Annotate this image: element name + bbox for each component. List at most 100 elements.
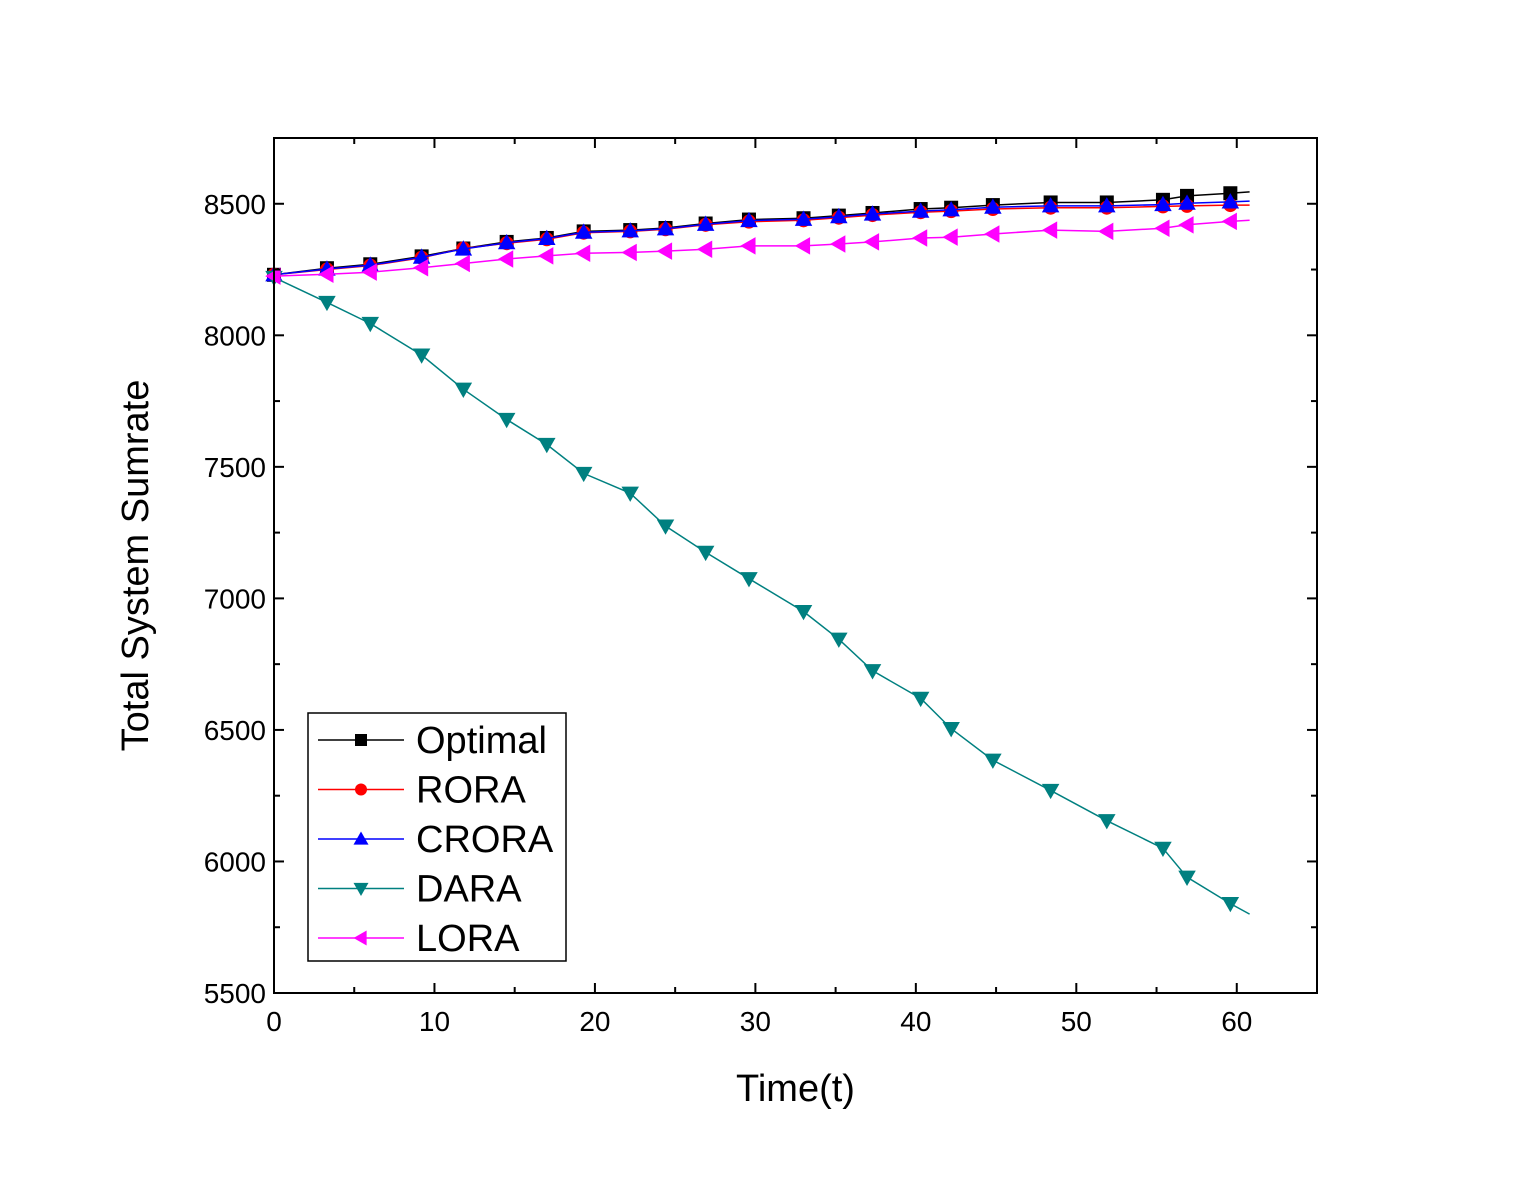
data-point-lora	[911, 229, 928, 247]
data-point-crora	[497, 233, 516, 250]
data-point-lora	[454, 254, 470, 273]
data-point-crora	[1221, 193, 1240, 209]
data-point-crora	[454, 240, 473, 256]
y-tick-label: 6500	[204, 715, 266, 746]
y-axis-title: Total System Sumrate	[115, 380, 157, 752]
y-tick-label: 8000	[204, 320, 266, 351]
legend-label-rora: RORA	[416, 770, 526, 812]
data-point-dara	[863, 664, 882, 680]
x-axis-ticks: 0 10 20 30 40 50 60	[266, 138, 1252, 1037]
data-point-dara	[454, 382, 473, 398]
data-point-crora	[794, 210, 813, 226]
x-tick-label: 10	[419, 1006, 450, 1037]
x-tick-label: 20	[579, 1006, 610, 1037]
data-point-dara	[1154, 841, 1172, 858]
y-tick-label: 6000	[204, 846, 266, 877]
legend-item-lora: LORA	[318, 918, 520, 960]
x-tick-label: 40	[900, 1006, 931, 1037]
data-point-dara	[497, 412, 516, 429]
series-line-crora	[273, 200, 1250, 276]
data-point-crora	[574, 223, 593, 239]
legend-marker-lora	[353, 930, 367, 946]
legend-item-optimal: Optimal	[318, 720, 547, 762]
data-point-lora	[318, 265, 334, 284]
legend-label-optimal: Optimal	[416, 720, 547, 762]
data-point-dara	[1178, 870, 1196, 886]
data-point-crora	[863, 205, 882, 221]
plot-frame	[273, 137, 1318, 994]
legend-item-rora: RORA	[318, 770, 526, 812]
data-point-dara	[942, 722, 960, 738]
x-tick-label: 30	[740, 1006, 771, 1037]
data-point-crora	[696, 215, 715, 231]
data-point-dara	[574, 466, 593, 483]
data-point-lora	[1098, 222, 1114, 241]
data-point-lora	[656, 242, 673, 260]
data-point-lora	[538, 247, 554, 265]
series-dara	[265, 270, 1250, 915]
series-crora	[265, 193, 1250, 282]
data-point-lora	[696, 240, 713, 259]
y-tick-label: 7000	[204, 583, 266, 614]
series-layer	[265, 186, 1250, 915]
y-tick-label: 5500	[204, 978, 266, 1009]
data-point-crora	[942, 201, 960, 217]
x-tick-label: 50	[1061, 1006, 1092, 1037]
data-point-lora	[497, 250, 514, 268]
data-point-lora	[794, 237, 811, 255]
data-point-lora	[1178, 216, 1194, 234]
data-point-lora	[265, 267, 281, 285]
data-point-crora	[1178, 194, 1196, 210]
data-point-lora	[1041, 221, 1058, 239]
data-point-dara	[656, 519, 675, 535]
data-point-dara	[984, 753, 1002, 769]
legend-item-crora: CRORA	[318, 819, 554, 861]
data-point-crora	[621, 222, 639, 238]
legend-marker-dara	[353, 882, 369, 896]
legend-marker-optimal	[355, 734, 367, 746]
data-point-crora	[911, 202, 930, 218]
legend-item-dara: DARA	[318, 869, 522, 911]
data-point-lora	[984, 225, 1000, 243]
data-point-lora	[361, 263, 377, 281]
legend-label-crora: CRORA	[416, 819, 554, 861]
y-axis-ticks: 5500 6000 6500 7000 7500 8000 8500	[204, 137, 1317, 1009]
data-point-lora	[1221, 212, 1237, 231]
data-point-dara	[794, 604, 813, 621]
series-lora	[265, 212, 1250, 285]
data-point-dara	[412, 348, 431, 364]
data-point-lora	[830, 235, 846, 253]
legend-label-lora: LORA	[416, 918, 520, 960]
legend-label-dara: DARA	[416, 869, 522, 911]
y-tick-label: 7500	[204, 452, 266, 483]
data-point-dara	[1098, 814, 1116, 830]
data-point-dara	[740, 572, 758, 588]
data-point-lora	[574, 244, 591, 262]
data-point-dara	[318, 295, 336, 312]
x-tick-label: 60	[1221, 1006, 1252, 1037]
data-point-dara	[1221, 896, 1240, 913]
data-point-crora	[984, 198, 1002, 214]
data-point-lora	[942, 228, 958, 246]
legend-marker-crora	[353, 831, 369, 845]
x-axis-title: Time(t)	[736, 1068, 855, 1110]
y-tick-label: 8500	[204, 189, 266, 220]
data-point-crora	[1041, 197, 1060, 213]
data-point-crora	[1154, 195, 1172, 212]
data-point-lora	[863, 233, 880, 251]
data-point-dara	[361, 316, 380, 333]
data-point-lora	[412, 258, 429, 277]
data-point-crora	[1098, 197, 1116, 213]
legend-box	[307, 712, 567, 962]
data-point-lora	[740, 237, 756, 255]
data-point-dara	[538, 437, 556, 454]
x-tick-label: 0	[266, 1006, 282, 1037]
data-point-crora	[830, 207, 848, 224]
data-point-crora	[412, 248, 431, 264]
data-point-lora	[621, 243, 637, 262]
data-point-crora	[538, 229, 556, 246]
data-point-crora	[656, 220, 675, 236]
data-point-dara	[696, 545, 715, 562]
legend: Optimal RORA CRORA DARA LORA	[307, 712, 567, 962]
